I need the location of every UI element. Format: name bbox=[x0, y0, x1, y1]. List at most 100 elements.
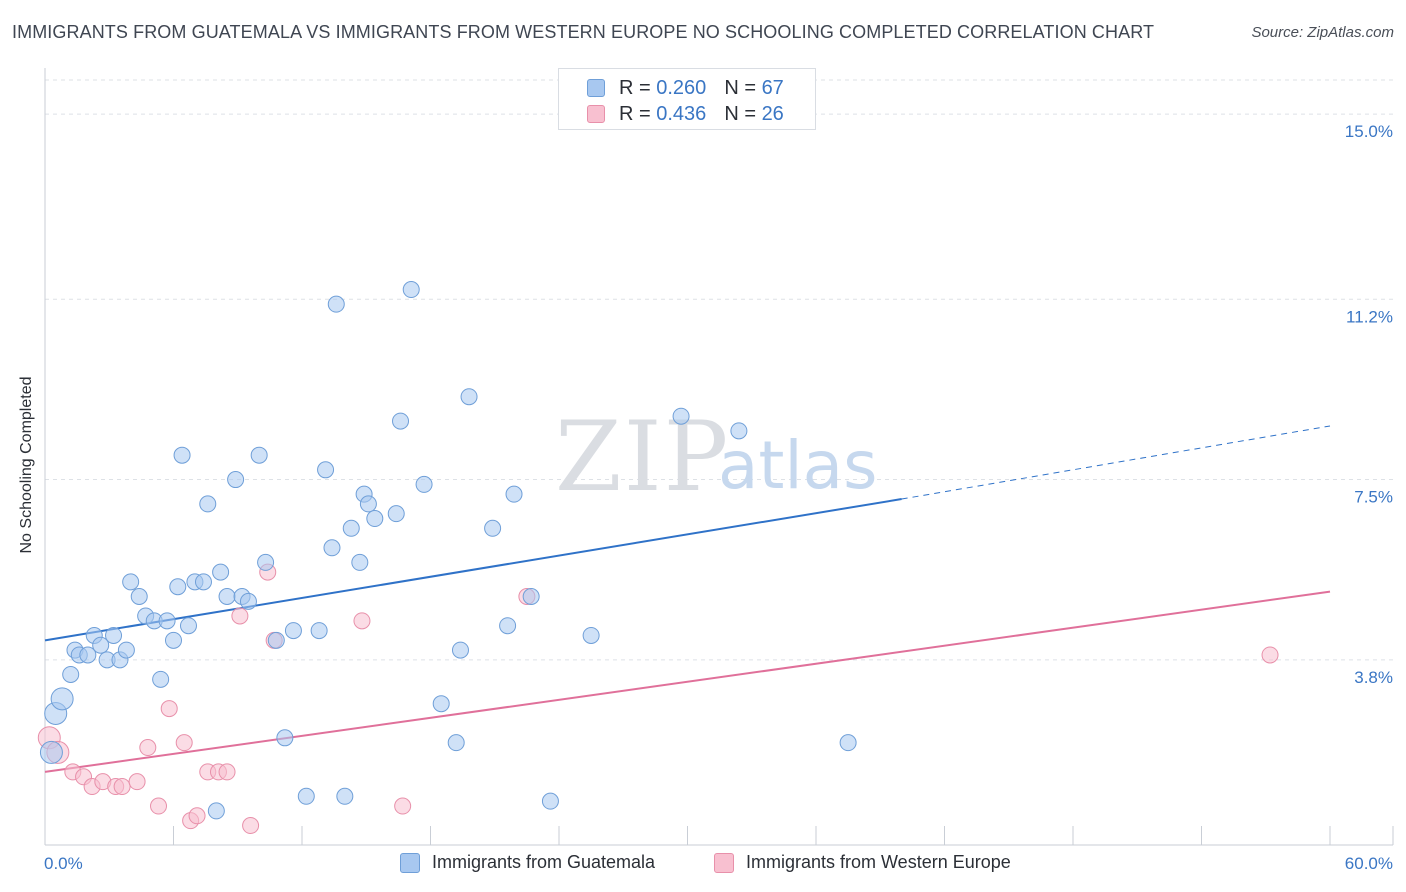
data-point bbox=[402, 281, 420, 299]
watermark: ZIP atlas bbox=[555, 401, 878, 513]
y-axis-label-wrap: No Schooling Completed bbox=[18, 377, 38, 554]
bottom-legend-guatemala: Immigrants from Guatemala bbox=[400, 852, 655, 873]
data-point bbox=[394, 797, 412, 815]
chart-title: IMMIGRANTS FROM GUATEMALA VS IMMIGRANTS … bbox=[12, 22, 1155, 42]
data-point bbox=[387, 505, 405, 523]
data-point bbox=[250, 446, 268, 464]
gridlines bbox=[45, 79, 1393, 661]
bottom-legend-western-europe: Immigrants from Western Europe bbox=[714, 852, 1011, 873]
data-point bbox=[169, 578, 187, 596]
data-point bbox=[284, 622, 302, 640]
data-point bbox=[218, 587, 236, 605]
legend-n-label: N = bbox=[724, 76, 756, 99]
data-point bbox=[218, 763, 236, 781]
data-point bbox=[212, 563, 230, 581]
data-point bbox=[359, 495, 377, 513]
data-point bbox=[92, 636, 110, 654]
data-point bbox=[207, 802, 225, 820]
data-point bbox=[128, 773, 146, 791]
data-point bbox=[158, 612, 176, 630]
legend-r-label: R = bbox=[619, 102, 651, 125]
data-point bbox=[179, 617, 197, 635]
data-point bbox=[447, 734, 465, 752]
data-point bbox=[323, 539, 341, 557]
data-point bbox=[188, 807, 206, 825]
data-point bbox=[150, 797, 168, 815]
data-point bbox=[39, 740, 63, 764]
data-point bbox=[139, 739, 157, 757]
data-point bbox=[165, 631, 182, 649]
data-point bbox=[50, 687, 74, 711]
data-point bbox=[522, 587, 540, 605]
data-point bbox=[175, 734, 193, 752]
data-point bbox=[62, 665, 80, 683]
data-point bbox=[484, 519, 502, 537]
y-tick-label: 3.8% bbox=[1354, 668, 1393, 687]
trend-line-extension bbox=[901, 425, 1331, 500]
data-point bbox=[152, 670, 170, 688]
data-point bbox=[327, 295, 345, 313]
bottom-legend-swatch-western-europe bbox=[714, 852, 734, 873]
data-point bbox=[460, 388, 478, 406]
data-point bbox=[730, 422, 748, 440]
data-point bbox=[199, 495, 217, 513]
legend-n-value: 67 bbox=[761, 76, 784, 99]
data-point bbox=[505, 485, 523, 503]
legend-n-label: N = bbox=[724, 102, 756, 125]
y-axis-label: No Schooling Completed bbox=[18, 376, 35, 554]
data-point bbox=[541, 792, 559, 810]
data-point bbox=[1261, 646, 1279, 664]
data-point bbox=[276, 729, 294, 747]
data-point bbox=[130, 587, 148, 605]
tick-labels: 3.8% 7.5% 11.2% 15.0% 0.0% 60.0% bbox=[44, 122, 1393, 873]
data-point bbox=[297, 787, 315, 805]
watermark-atlas: atlas bbox=[718, 427, 878, 504]
legend-r-value: 0.436 bbox=[656, 102, 707, 125]
legend-r-value: 0.260 bbox=[656, 76, 707, 99]
trend-line bbox=[44, 590, 1331, 773]
data-point bbox=[160, 700, 178, 718]
source-label: Source: ZipAtlas.com bbox=[1251, 24, 1394, 41]
data-point bbox=[499, 617, 517, 635]
data-point bbox=[582, 626, 600, 644]
data-point bbox=[257, 553, 275, 571]
legend-row-guatemala: R = 0.260 N = 67 bbox=[587, 76, 784, 100]
data-point bbox=[415, 475, 433, 493]
x-tick-label-max: 60.0% bbox=[1345, 854, 1393, 873]
legend-swatch-western-europe bbox=[587, 105, 605, 123]
data-point bbox=[267, 631, 285, 649]
legend-row-western-europe: R = 0.436 N = 26 bbox=[587, 102, 784, 126]
legend-swatch-guatemala bbox=[587, 79, 605, 97]
y-tick-label: 7.5% bbox=[1354, 488, 1393, 507]
data-point bbox=[79, 646, 97, 664]
data-point bbox=[117, 641, 135, 659]
y-tick-label: 11.2% bbox=[1346, 307, 1393, 326]
bottom-legend-label-guatemala: Immigrants from Guatemala bbox=[432, 852, 656, 872]
data-point bbox=[194, 573, 212, 591]
data-point bbox=[231, 607, 249, 625]
x-tick-label-min: 0.0% bbox=[44, 854, 83, 873]
data-point bbox=[366, 510, 384, 528]
data-point bbox=[839, 734, 857, 752]
data-point bbox=[672, 407, 690, 425]
data-point bbox=[227, 471, 245, 489]
data-point bbox=[239, 592, 257, 610]
trend-line bbox=[44, 498, 902, 642]
data-points bbox=[37, 281, 1279, 835]
legend-r-label: R = bbox=[619, 76, 651, 99]
data-point bbox=[310, 622, 328, 640]
data-point bbox=[432, 695, 450, 713]
data-point bbox=[342, 519, 360, 537]
legend-n-value: 26 bbox=[761, 102, 784, 125]
legend: R = 0.260 N = 67 R = 0.436 N = 26 bbox=[558, 68, 816, 130]
data-point bbox=[353, 612, 371, 630]
data-point bbox=[113, 778, 131, 796]
trend-lines bbox=[44, 425, 1331, 773]
data-point bbox=[105, 626, 123, 644]
data-point bbox=[242, 817, 260, 835]
data-point bbox=[451, 641, 469, 659]
data-point bbox=[336, 787, 354, 805]
bottom-legend-swatch-guatemala bbox=[400, 852, 420, 873]
data-point bbox=[392, 412, 410, 430]
watermark-zip: ZIP bbox=[555, 401, 730, 513]
